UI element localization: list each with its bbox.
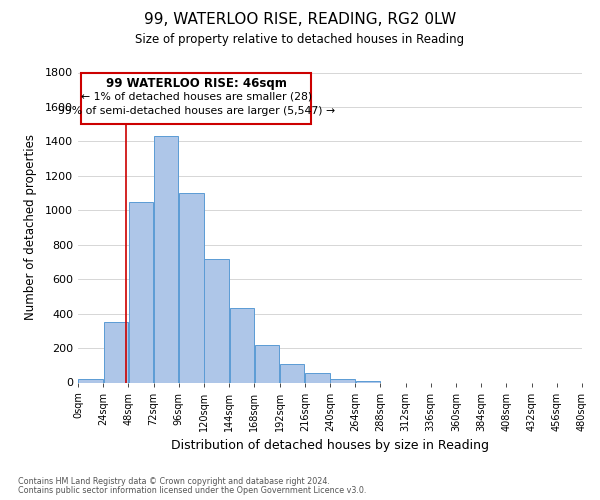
Bar <box>205 258 229 382</box>
Text: Contains HM Land Registry data © Crown copyright and database right 2024.: Contains HM Land Registry data © Crown c… <box>18 477 330 486</box>
Bar <box>305 373 329 382</box>
Text: Contains public sector information licensed under the Open Government Licence v3: Contains public sector information licen… <box>18 486 367 495</box>
Text: 99 WATERLOO RISE: 46sqm: 99 WATERLOO RISE: 46sqm <box>106 76 287 90</box>
Y-axis label: Number of detached properties: Number of detached properties <box>23 134 37 320</box>
Bar <box>79 379 103 382</box>
Bar <box>331 379 355 382</box>
Bar <box>280 364 304 382</box>
Bar <box>104 322 128 382</box>
Bar <box>154 136 178 382</box>
Text: ← 1% of detached houses are smaller (28): ← 1% of detached houses are smaller (28) <box>80 92 311 102</box>
Bar <box>356 381 380 382</box>
Text: 99, WATERLOO RISE, READING, RG2 0LW: 99, WATERLOO RISE, READING, RG2 0LW <box>144 12 456 28</box>
Bar <box>255 344 279 383</box>
Bar <box>179 193 203 382</box>
Bar <box>230 308 254 382</box>
Text: Size of property relative to detached houses in Reading: Size of property relative to detached ho… <box>136 32 464 46</box>
X-axis label: Distribution of detached houses by size in Reading: Distribution of detached houses by size … <box>171 439 489 452</box>
Text: 99% of semi-detached houses are larger (5,547) →: 99% of semi-detached houses are larger (… <box>58 106 335 116</box>
Bar <box>129 202 153 382</box>
